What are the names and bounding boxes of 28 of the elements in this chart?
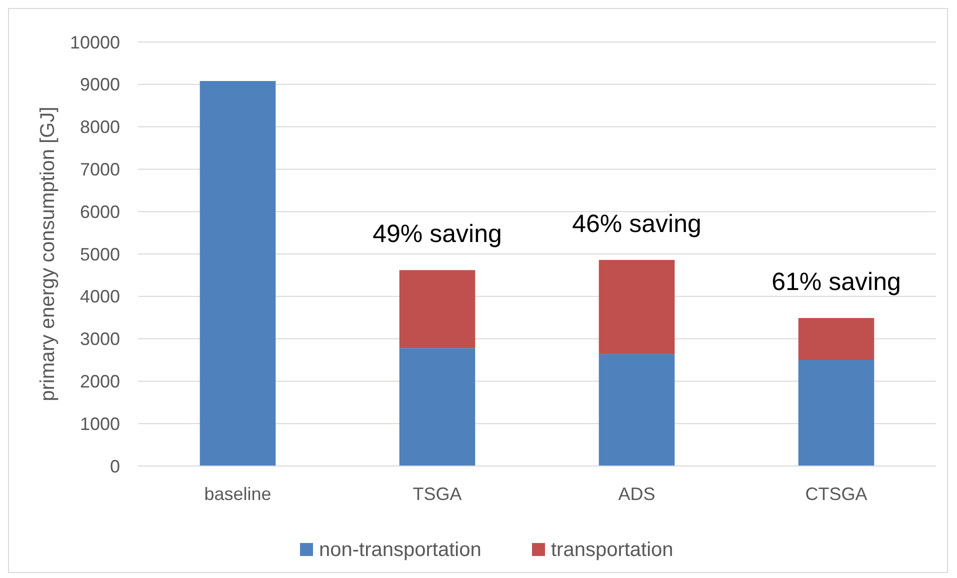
bar [598, 260, 675, 354]
legend-label: transportation [551, 539, 674, 561]
y-tick-label: 9000 [80, 74, 120, 95]
y-tick-label: 6000 [80, 202, 120, 222]
y-tick-label: 1000 [80, 414, 120, 434]
y-axis-title: primary energy consumption [GJ] [37, 106, 59, 402]
annotation: 49% saving [372, 220, 502, 248]
x-tick-label: ADS [618, 484, 656, 504]
y-tick-label: 0 [110, 456, 120, 476]
y-tick-label: 4000 [80, 286, 120, 307]
bar [200, 81, 276, 466]
x-tick-label: CTSGA [805, 484, 868, 504]
bar [798, 360, 874, 466]
y-tick-label: 3000 [80, 329, 120, 350]
y-tick-label: 2000 [80, 372, 120, 392]
bar [798, 318, 874, 360]
legend-label: non-transportation [319, 539, 482, 561]
bar [399, 270, 476, 348]
y-tick-label: 7000 [80, 160, 120, 180]
bar [399, 348, 476, 466]
y-tick-label: 8000 [80, 117, 120, 138]
y-tick-label: 10000 [70, 32, 120, 52]
bar [598, 354, 675, 466]
x-tick-label: baseline [204, 484, 272, 504]
x-tick-label: TSGA [412, 484, 462, 504]
y-tick-label: 5000 [80, 244, 120, 264]
annotation: 46% saving [572, 210, 702, 238]
annotation: 61% saving [772, 268, 901, 296]
